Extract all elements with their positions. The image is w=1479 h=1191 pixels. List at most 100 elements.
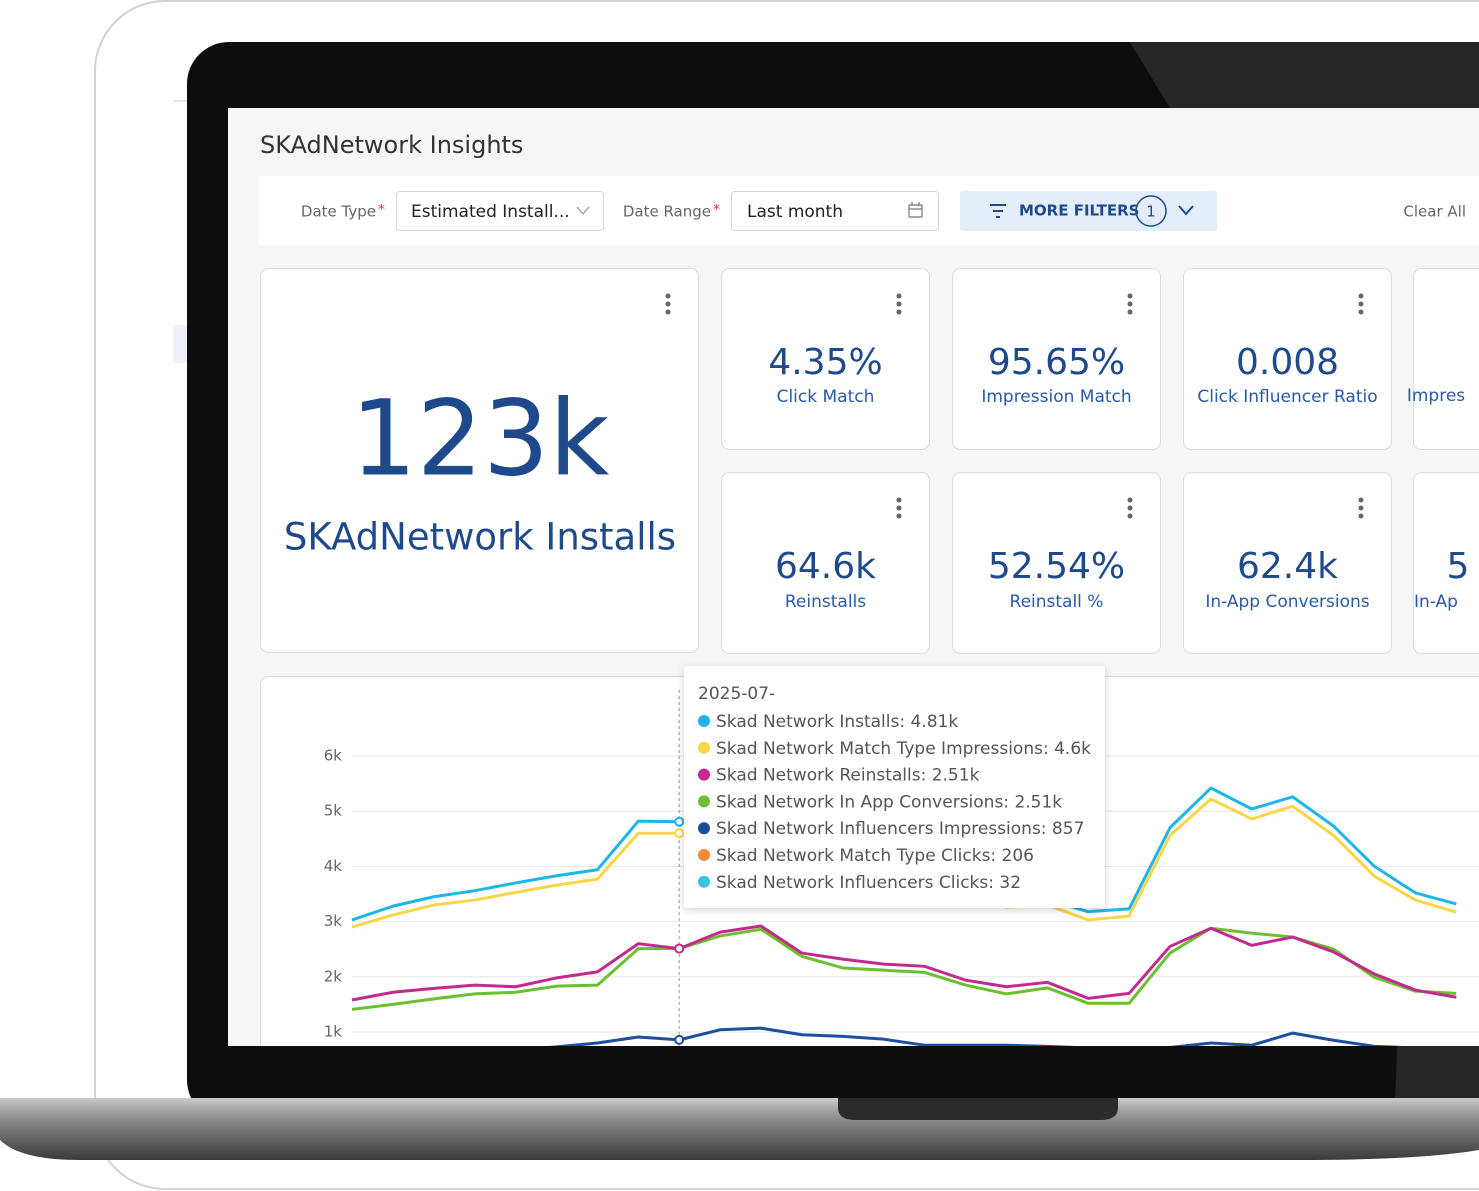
menu-dot [1358, 293, 1364, 299]
legend-dot [698, 795, 710, 808]
filter-icon [990, 204, 1006, 218]
kpi-value: 0.008 [1236, 342, 1339, 383]
chart-tooltip: 2025-07- Skad Network Installs: 4.81k Skad… [684, 666, 1105, 908]
kpi-value: 5 [1447, 546, 1470, 587]
kpi-card [952, 472, 1161, 654]
hover-point [674, 828, 685, 839]
kpi-card [952, 268, 1161, 450]
hover-point [674, 943, 685, 954]
menu-icon[interactable] [665, 293, 671, 315]
tooltip-item: Skad Network Match Type Clicks: 206 [716, 846, 1034, 866]
menu-icon[interactable] [896, 497, 902, 519]
menu-dot [1358, 301, 1364, 307]
chevron-icon [576, 206, 590, 216]
y-tick-label: 1k [324, 1023, 343, 1041]
kpi-value: 95.65% [988, 342, 1125, 383]
kpi-card [721, 472, 930, 654]
date-range-select[interactable] [731, 191, 939, 231]
kpi-label: In-Ap [1414, 592, 1458, 612]
menu-dot [896, 293, 902, 299]
clear-all[interactable]: Clear All [1403, 203, 1466, 221]
y-tick-label: 5k [324, 802, 343, 820]
tooltip-item: Skad Network In App Conversions: 2.51k [716, 792, 1062, 812]
kpi-label: Click Match [777, 387, 875, 407]
legend-dot [698, 875, 710, 888]
kpi-card [1183, 472, 1392, 654]
kpi-value: 52.54% [988, 546, 1125, 587]
kpi-value: 64.6k [775, 546, 876, 587]
y-tick-label: 3k [324, 912, 343, 930]
main-card-label: SKAdNetwork Installs [284, 516, 676, 559]
kpi-label: Impres [1407, 386, 1465, 406]
menu-dot [896, 309, 902, 315]
filter-label: Date Type [301, 203, 376, 221]
menu-dot [1358, 309, 1364, 315]
legend-dot [698, 741, 710, 754]
menu-icon[interactable] [1127, 293, 1133, 315]
count-badge [1135, 195, 1167, 227]
menu-dot [896, 513, 902, 519]
kpi-card [721, 268, 930, 450]
kpi-label: Reinstalls [785, 592, 866, 612]
kpi-label: Click Influencer Ratio [1197, 387, 1377, 407]
menu-dot [1358, 513, 1364, 519]
hover-point [674, 816, 685, 827]
chevron-icon [1178, 205, 1194, 216]
kpi-value: 62.4k [1237, 546, 1338, 587]
kpi-cards: 4.35% Click Match 95.65% Impression Match 0.… [721, 268, 1479, 654]
legend-dot [698, 715, 710, 727]
tooltip-item: Skad Network Match Type Impressions: 4.6… [716, 739, 1091, 759]
legend-dot [698, 768, 710, 781]
required-mark: * [378, 202, 385, 218]
hinge-notch [838, 1098, 1118, 1120]
y-tick-label: 2k [324, 967, 343, 985]
filter-label: Date Range [623, 203, 711, 221]
tooltip-item: Skad Network Installs: 4.81k [716, 712, 958, 732]
legend-dot [698, 849, 710, 861]
hover-point [674, 1034, 685, 1045]
kpi-label: In-App Conversions [1205, 592, 1369, 612]
menu-dot [1127, 293, 1133, 299]
main-card [260, 268, 699, 653]
menu-dot [896, 505, 902, 511]
y-tick-label: 6k [324, 747, 343, 765]
menu-icon[interactable] [896, 293, 902, 315]
select-value: Estimated Install... [411, 202, 570, 222]
more-filters-button[interactable] [960, 191, 1217, 231]
menu-dot [1127, 513, 1133, 519]
tooltip-title: 2025-07- [698, 684, 775, 704]
menu-icon[interactable] [1127, 497, 1133, 519]
menu-dot [1358, 505, 1364, 511]
count-text: 1 [1146, 203, 1156, 221]
tooltip-item: Skad Network Influencers Clicks: 32 [716, 873, 1021, 893]
menu-icon[interactable] [1358, 293, 1364, 315]
series-line [351, 924, 1457, 1002]
menu-dot [1358, 497, 1364, 503]
menu-dot [1127, 505, 1133, 511]
kpi-card [1183, 268, 1392, 450]
tooltip-item: Skad Network Reinstalls: 2.51k [716, 766, 980, 786]
y-tick-label: 4k [324, 857, 343, 875]
kpi-value: 4.35% [768, 342, 882, 383]
calendar-icon [908, 202, 923, 218]
tooltip-item: Skad Network Influencers Impressions: 85… [716, 819, 1084, 839]
screen: SKAdNetwork Insights Date Type * Estimat… [228, 108, 1479, 1046]
button-label: MORE FILTERS [1019, 202, 1139, 220]
laptop-base [0, 1098, 1479, 1160]
page-title: SKAdNetwork Insights [260, 131, 523, 159]
main-card-value: 123k [351, 377, 610, 499]
menu-dot [1127, 301, 1133, 307]
date-type-select[interactable] [396, 191, 604, 231]
legend-dot [698, 822, 710, 835]
kpi-card [1413, 472, 1479, 654]
required-mark: * [713, 202, 720, 218]
kpi-card [1413, 268, 1479, 450]
menu-dot [896, 497, 902, 503]
kpi-label: Impression Match [981, 387, 1131, 407]
series-line [547, 1026, 1403, 1046]
menu-dot [896, 301, 902, 307]
menu-icon[interactable] [1358, 497, 1364, 519]
tooltip-box [684, 666, 1105, 908]
menu-dot [1127, 309, 1133, 315]
